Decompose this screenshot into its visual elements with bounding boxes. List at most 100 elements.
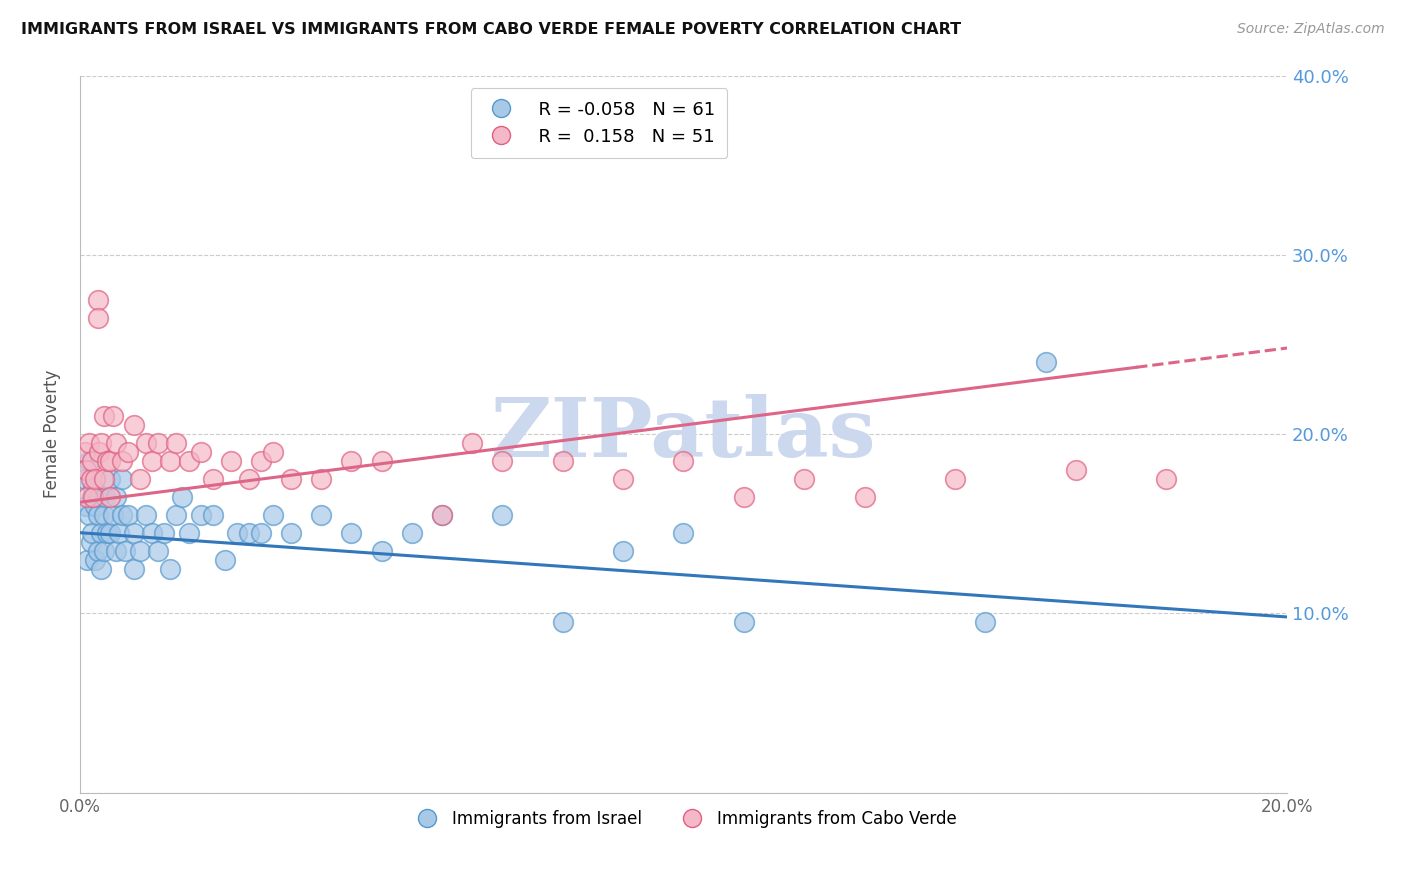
Point [80,534,103,549]
Point [461,436,484,450]
Point [76,552,98,566]
Point [96,525,118,540]
Point [491,508,513,522]
Point [122,525,145,540]
Point [75,499,97,513]
Point [129,472,152,486]
Point [280,472,302,486]
Point [165,436,187,450]
Point [943,472,966,486]
Point [201,508,224,522]
Point [111,454,134,468]
Point [82,490,104,504]
Point [177,454,200,468]
Point [219,454,242,468]
Point [159,561,181,575]
Point [733,490,755,504]
Point [250,454,273,468]
Point [84,552,107,566]
Point [672,525,695,540]
Point [1064,463,1087,477]
Point [80,490,103,504]
Point [101,508,124,522]
Point [84,472,107,486]
Point [73,472,96,486]
Point [672,454,695,468]
Point [190,508,212,522]
Point [238,472,260,486]
Point [250,525,273,540]
Point [430,508,453,522]
Point [108,525,131,540]
Point [262,445,284,459]
Point [340,454,363,468]
Point [117,445,139,459]
Point [172,490,194,504]
Point [80,454,103,468]
Point [87,310,110,325]
Point [82,481,104,495]
Text: ZIPatlas: ZIPatlas [491,394,876,474]
Point [105,436,128,450]
Point [98,472,121,486]
Point [98,525,121,540]
Point [311,508,333,522]
Point [974,615,997,630]
Point [105,490,128,504]
Point [76,490,98,504]
Point [201,472,224,486]
Point [612,543,634,558]
Point [87,543,110,558]
Y-axis label: Female Poverty: Female Poverty [44,370,60,499]
Point [793,472,815,486]
Point [93,409,115,424]
Point [262,508,284,522]
Point [122,418,145,433]
Point [129,543,152,558]
Point [80,525,103,540]
Point [141,454,163,468]
Point [214,552,236,566]
Point [101,409,124,424]
Point [177,525,200,540]
Point [87,508,110,522]
Text: IMMIGRANTS FROM ISRAEL VS IMMIGRANTS FROM CABO VERDE FEMALE POVERTY CORRELATION : IMMIGRANTS FROM ISRAEL VS IMMIGRANTS FRO… [21,22,962,37]
Point [111,508,134,522]
Point [89,490,111,504]
Point [370,543,392,558]
Point [90,561,112,575]
Point [111,472,134,486]
Point [122,561,145,575]
Point [93,508,115,522]
Point [148,543,170,558]
Point [853,490,876,504]
Point [77,508,100,522]
Point [190,445,212,459]
Point [1156,472,1178,486]
Point [612,472,634,486]
Point [135,436,157,450]
Point [1035,355,1057,369]
Legend: Immigrants from Israel, Immigrants from Cabo Verde: Immigrants from Israel, Immigrants from … [404,803,963,835]
Point [90,525,112,540]
Point [153,525,176,540]
Point [96,454,118,468]
Point [75,463,97,477]
Point [90,436,112,450]
Point [93,472,115,486]
Point [430,508,453,522]
Point [141,525,163,540]
Point [94,490,117,504]
Point [551,615,574,630]
Point [114,543,136,558]
Point [551,454,574,468]
Point [733,615,755,630]
Point [148,436,170,450]
Point [84,499,107,513]
Point [491,454,513,468]
Point [98,454,121,468]
Point [401,525,423,540]
Point [77,454,100,468]
Point [89,445,111,459]
Point [340,525,363,540]
